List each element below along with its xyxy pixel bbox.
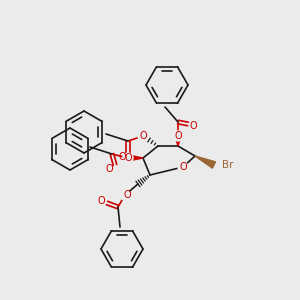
Text: Br: Br (222, 160, 234, 170)
Circle shape (123, 153, 133, 163)
Text: O: O (97, 196, 105, 206)
Circle shape (138, 131, 148, 141)
Circle shape (178, 162, 188, 172)
Polygon shape (175, 136, 181, 146)
Text: O: O (189, 121, 197, 131)
Circle shape (173, 131, 183, 141)
Polygon shape (195, 156, 215, 168)
Text: O: O (139, 131, 147, 141)
Text: O: O (179, 162, 187, 172)
Text: O: O (105, 164, 113, 174)
Polygon shape (128, 155, 143, 161)
Text: O: O (123, 190, 131, 200)
Circle shape (120, 190, 130, 200)
Text: O: O (174, 131, 182, 141)
Text: O: O (118, 152, 126, 162)
Text: O: O (124, 153, 132, 163)
